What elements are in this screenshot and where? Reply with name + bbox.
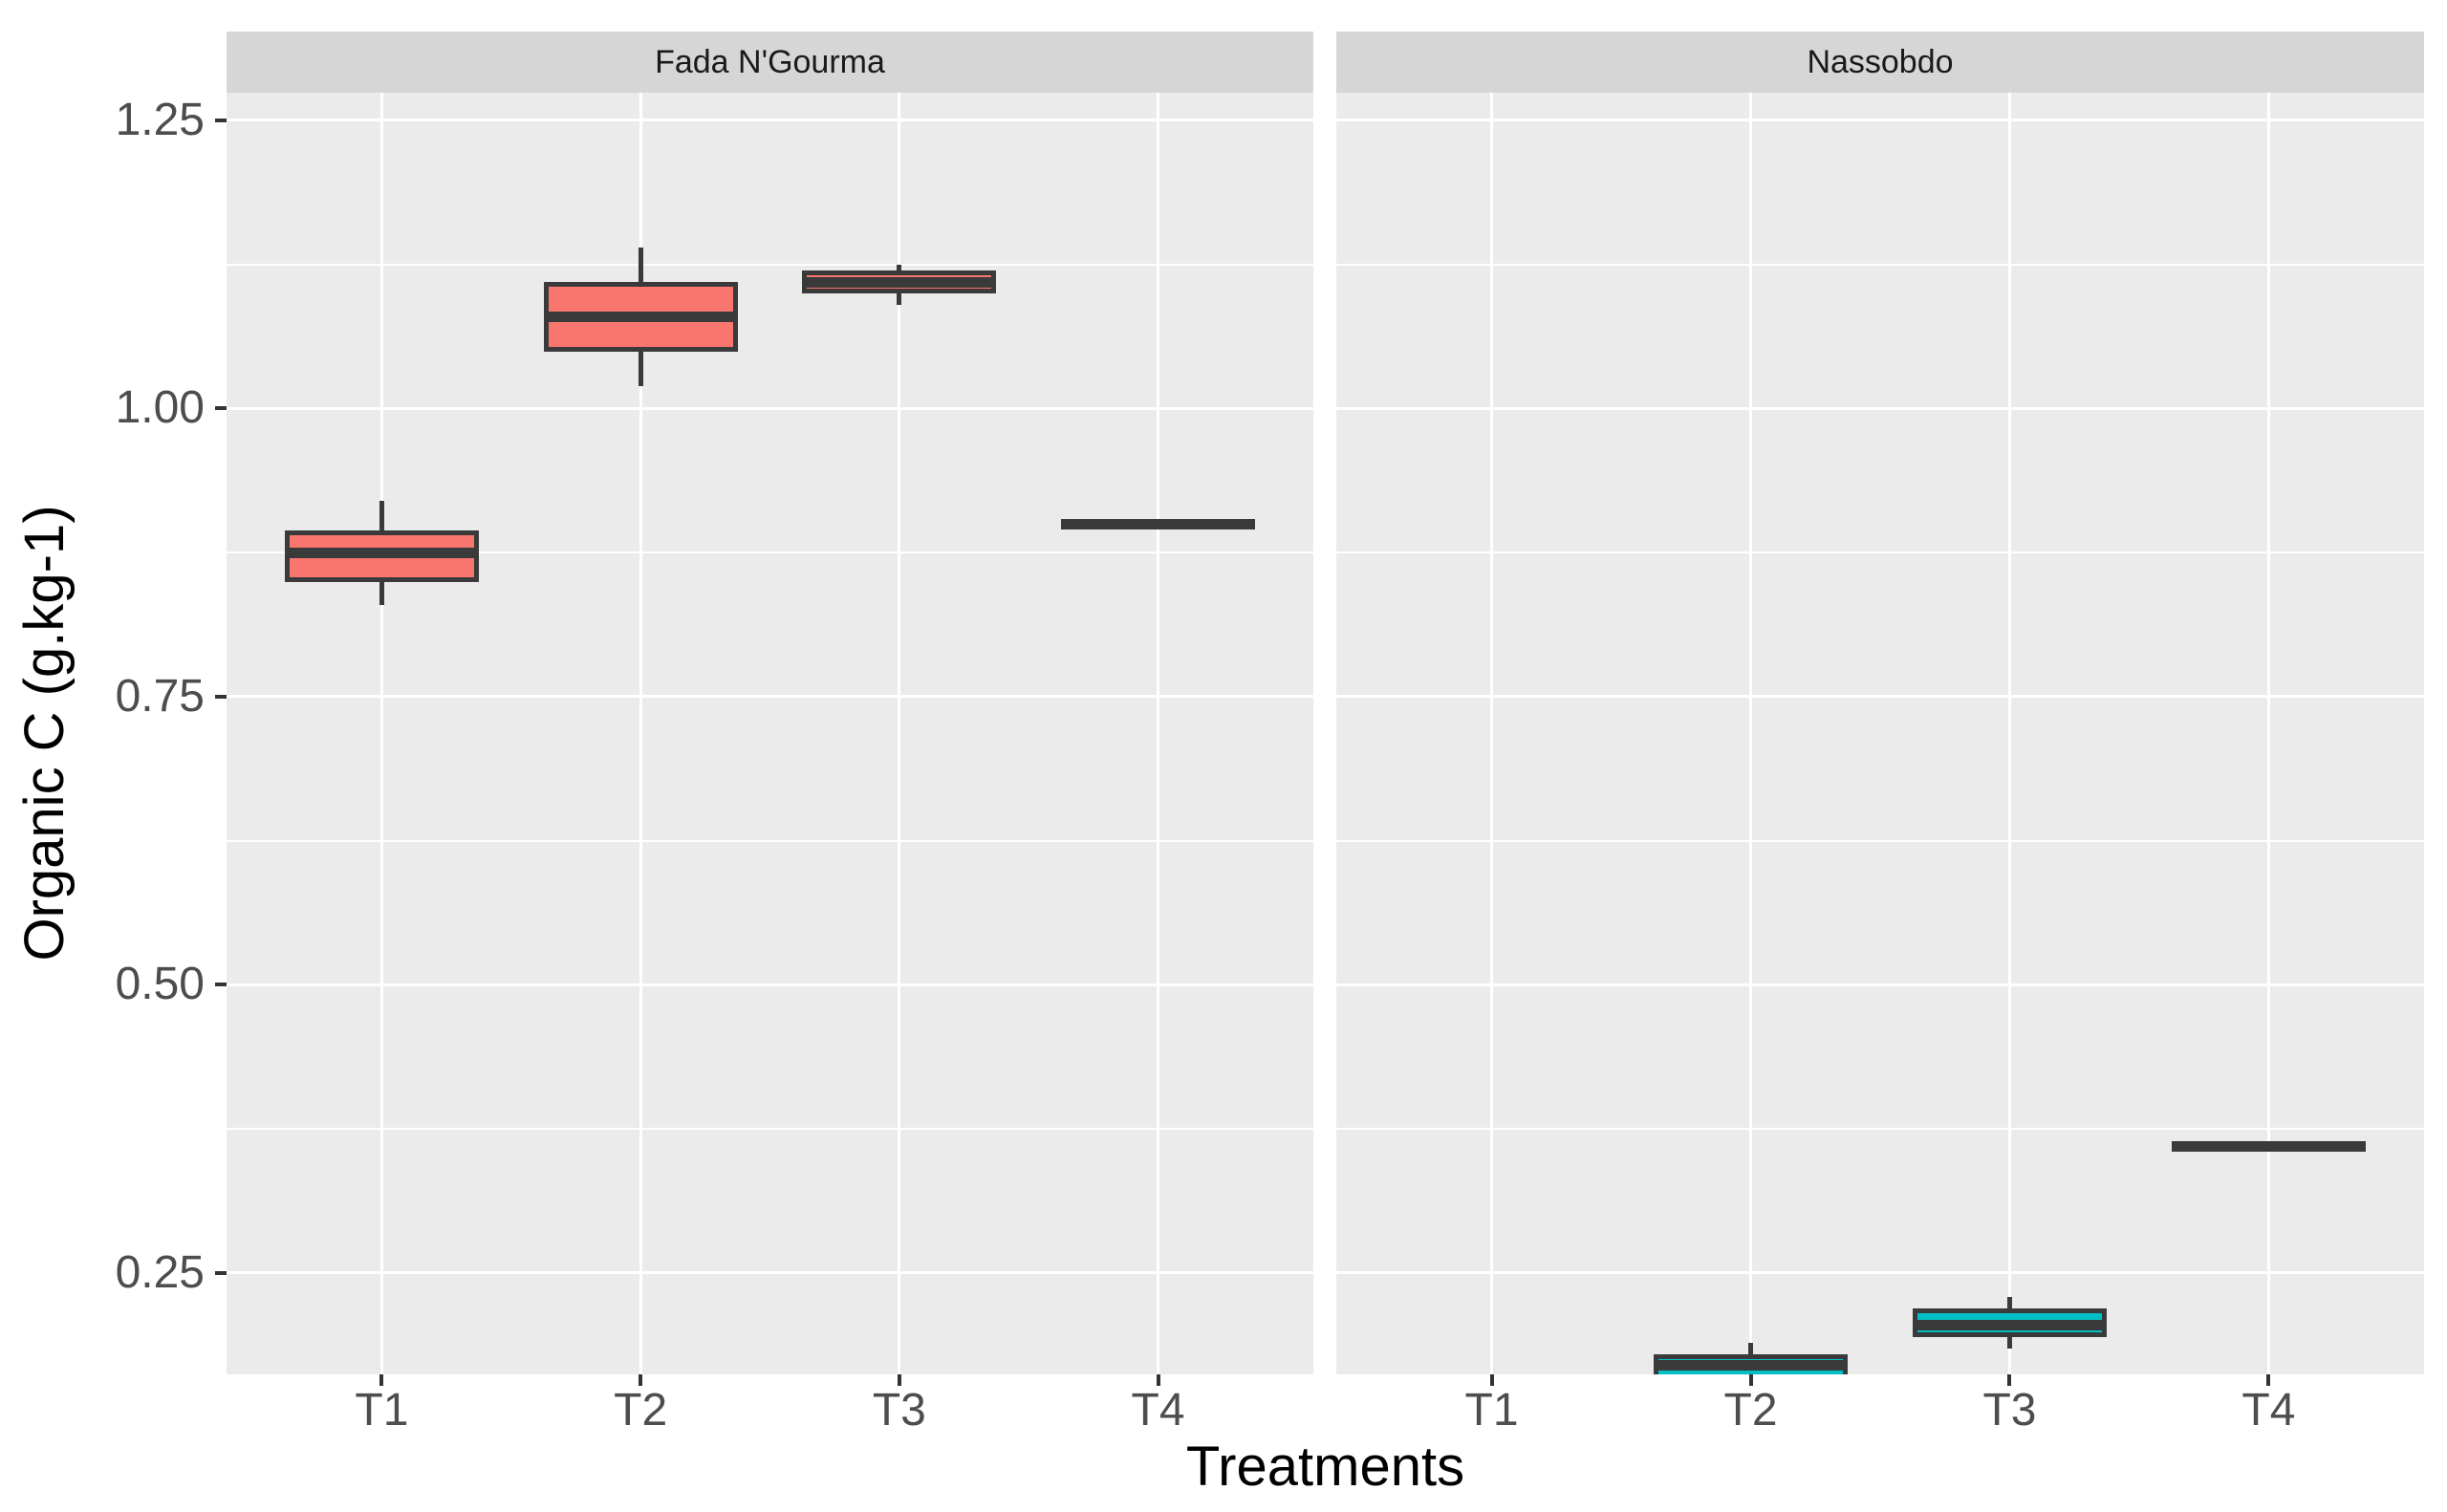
- upper-whisker: [379, 501, 384, 530]
- upper-whisker: [2006, 1296, 2012, 1308]
- upper-whisker: [897, 265, 902, 271]
- median-line: [807, 276, 992, 288]
- y-tick-label: 0.75: [115, 670, 205, 722]
- gridline-major-v: [898, 93, 901, 1374]
- x-tick-label: T1: [355, 1385, 409, 1436]
- facet-strip: Nassobdo: [1336, 32, 2424, 93]
- upper-whisker: [638, 248, 643, 283]
- gridline-major-v: [379, 93, 383, 1374]
- y-tick-label: 0.50: [115, 959, 205, 1010]
- gridline-major-v: [639, 93, 642, 1374]
- x-tick-mark: [1156, 1374, 1160, 1386]
- x-axis-title: Treatments: [1185, 1436, 1465, 1498]
- x-tick-mark: [2007, 1374, 2012, 1386]
- median-line: [548, 311, 733, 322]
- y-tick-mark: [215, 694, 227, 699]
- gridline-minor-h: [1336, 551, 2424, 554]
- y-tick-label: 0.25: [115, 1246, 205, 1298]
- facet-strip-label: Fada N'Gourma: [655, 43, 885, 80]
- lower-whisker: [2006, 1336, 2012, 1349]
- gridline-major-h: [1336, 695, 2424, 699]
- gridline-major-h: [1336, 1271, 2424, 1275]
- median-line: [2171, 1141, 2367, 1153]
- panel: [227, 93, 1313, 1374]
- median-line: [1061, 519, 1256, 530]
- y-tick-mark: [215, 983, 227, 987]
- y-tick-mark: [215, 1270, 227, 1275]
- gridline-minor-h: [227, 551, 1313, 554]
- x-tick-mark: [1489, 1374, 1494, 1386]
- gridline-major-h: [227, 695, 1313, 699]
- x-tick-mark: [1748, 1374, 1753, 1386]
- gridline-major-h: [227, 406, 1313, 410]
- median-line: [289, 548, 474, 559]
- lower-whisker: [379, 581, 384, 605]
- panel: [1336, 93, 2424, 1374]
- gridline-major-h: [227, 1271, 1313, 1275]
- gridline-major-v: [1490, 93, 1494, 1374]
- x-tick-mark: [639, 1374, 643, 1386]
- gridline-major-h: [1336, 406, 2424, 410]
- x-tick-label: T3: [872, 1385, 926, 1436]
- gridline-minor-h: [1336, 1128, 2424, 1131]
- gridline-major-h: [1336, 119, 2424, 122]
- x-tick-label: T4: [1131, 1385, 1185, 1436]
- x-tick-label: T2: [1723, 1385, 1778, 1436]
- y-tick-label: 1.00: [115, 382, 205, 434]
- gridline-minor-h: [1336, 263, 2424, 266]
- gridline-major-v: [1157, 93, 1160, 1374]
- gridline-minor-h: [227, 839, 1313, 842]
- gridline-major-v: [2266, 93, 2270, 1374]
- x-tick-mark: [2266, 1374, 2271, 1386]
- lower-whisker: [638, 351, 643, 386]
- facet-strip-label: Nassobdo: [1807, 43, 1954, 80]
- gridline-minor-h: [227, 1128, 1313, 1131]
- y-tick-label: 1.25: [115, 94, 205, 145]
- x-tick-label: T1: [1464, 1385, 1519, 1436]
- gridline-major-h: [227, 119, 1313, 122]
- upper-whisker: [1748, 1342, 1754, 1354]
- median-line: [1657, 1360, 1844, 1372]
- gridline-minor-h: [227, 263, 1313, 266]
- gridline-major-v: [1749, 93, 1753, 1374]
- gridline-major-h: [1336, 983, 2424, 986]
- lower-whisker: [897, 293, 902, 306]
- x-tick-label: T2: [614, 1385, 668, 1436]
- x-tick-label: T3: [1982, 1385, 2037, 1436]
- x-tick-mark: [897, 1374, 901, 1386]
- gridline-major-v: [2007, 93, 2011, 1374]
- x-tick-label: T4: [2241, 1385, 2296, 1436]
- y-tick-mark: [215, 406, 227, 411]
- x-tick-mark: [379, 1374, 384, 1386]
- y-tick-mark: [215, 118, 227, 122]
- median-line: [1916, 1320, 2103, 1331]
- facet-strip: Fada N'Gourma: [227, 32, 1313, 93]
- gridline-major-h: [227, 983, 1313, 986]
- gridline-minor-h: [1336, 839, 2424, 842]
